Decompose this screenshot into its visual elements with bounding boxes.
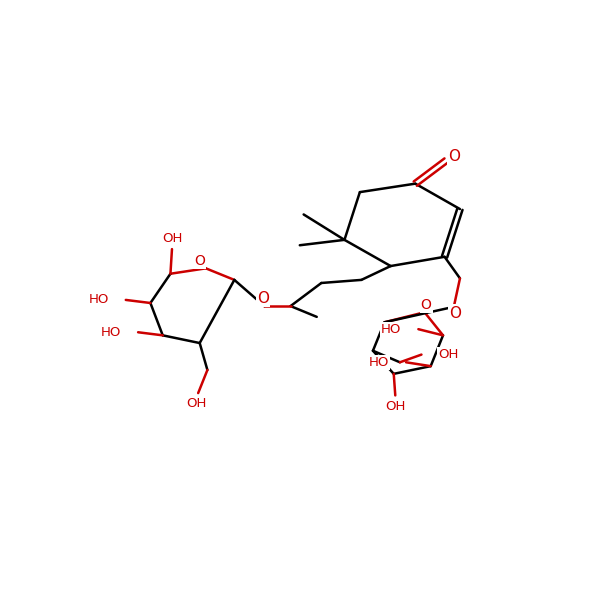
Text: OH: OH [385,400,406,413]
Text: OH: OH [187,397,207,410]
Text: O: O [448,149,460,164]
Text: O: O [257,291,269,306]
Text: HO: HO [101,326,121,339]
Text: O: O [421,298,431,311]
Text: OH: OH [439,348,459,361]
Text: HO: HO [369,356,389,369]
Text: HO: HO [88,293,109,307]
Text: O: O [194,254,205,268]
Text: HO: HO [381,323,401,335]
Text: OH: OH [162,232,182,245]
Text: O: O [449,305,461,320]
